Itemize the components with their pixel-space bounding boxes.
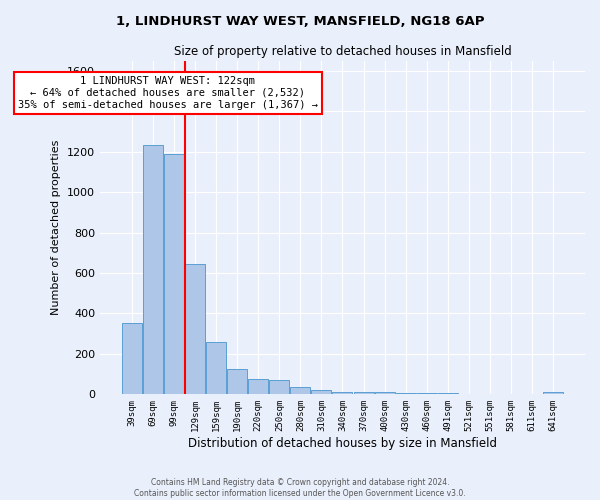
Bar	[206, 342, 226, 394]
Bar	[227, 369, 247, 394]
Bar	[269, 380, 289, 394]
Bar	[248, 379, 268, 394]
X-axis label: Distribution of detached houses by size in Mansfield: Distribution of detached houses by size …	[188, 437, 497, 450]
Bar	[395, 392, 416, 394]
Bar	[290, 388, 310, 394]
Y-axis label: Number of detached properties: Number of detached properties	[52, 140, 61, 315]
Bar	[185, 264, 205, 394]
Bar	[164, 154, 184, 394]
Bar	[543, 392, 563, 394]
Bar	[311, 390, 331, 394]
Bar	[122, 322, 142, 394]
Bar	[143, 144, 163, 394]
Title: Size of property relative to detached houses in Mansfield: Size of property relative to detached ho…	[173, 45, 511, 58]
Bar	[332, 392, 352, 394]
Text: 1 LINDHURST WAY WEST: 122sqm
← 64% of detached houses are smaller (2,532)
35% of: 1 LINDHURST WAY WEST: 122sqm ← 64% of de…	[18, 76, 318, 110]
Bar	[374, 392, 395, 394]
Text: Contains HM Land Registry data © Crown copyright and database right 2024.
Contai: Contains HM Land Registry data © Crown c…	[134, 478, 466, 498]
Text: 1, LINDHURST WAY WEST, MANSFIELD, NG18 6AP: 1, LINDHURST WAY WEST, MANSFIELD, NG18 6…	[116, 15, 484, 28]
Bar	[353, 392, 374, 394]
